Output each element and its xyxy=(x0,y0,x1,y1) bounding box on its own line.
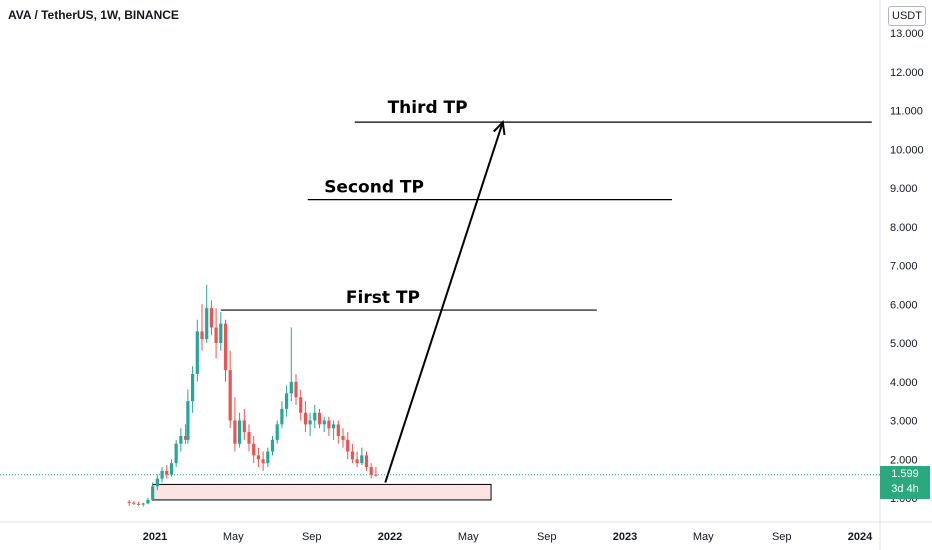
y-tick-label: 10.000 xyxy=(890,144,924,156)
candle-body xyxy=(127,501,131,503)
candle-body xyxy=(247,432,251,444)
projection-arrow-shaft xyxy=(384,121,504,483)
y-tick-label: 8.000 xyxy=(890,222,918,234)
y-tick-label: 3.000 xyxy=(890,416,918,428)
candle-body xyxy=(350,451,354,460)
tp-level-label: Second TP xyxy=(324,178,424,198)
support-zone xyxy=(152,483,492,501)
y-tick-label: 9.000 xyxy=(890,183,918,195)
symbol-title: AVA / TetherUS, 1W, BINANCE xyxy=(8,8,179,22)
candle-body xyxy=(209,308,213,328)
current-price-value: 1.599 xyxy=(891,468,919,480)
candle-body xyxy=(238,420,242,444)
y-tick-label: 11.000 xyxy=(890,106,923,118)
x-tick-label: Sep xyxy=(302,531,322,543)
candle-body xyxy=(252,443,256,456)
candle-body xyxy=(261,459,265,464)
candle-body xyxy=(285,393,289,409)
current-price-tag: 1.599 3d 4h xyxy=(880,466,930,499)
candle-body xyxy=(183,436,188,440)
candle-body xyxy=(270,439,275,452)
candle-body xyxy=(179,436,183,444)
x-tick-label: 2023 xyxy=(613,531,637,543)
candle-body xyxy=(169,463,174,475)
y-tick-label: 6.000 xyxy=(890,299,918,311)
candle-body xyxy=(186,401,190,440)
candle-body xyxy=(275,424,279,440)
candle-body xyxy=(346,439,350,452)
y-tick-label: 13.000 xyxy=(890,28,924,40)
candle-body xyxy=(308,420,312,425)
candle-body xyxy=(280,408,284,425)
candle-body xyxy=(299,397,303,413)
tp-level-label: Third TP xyxy=(388,98,468,118)
x-tick-label: May xyxy=(223,531,244,543)
candle-body xyxy=(327,420,331,429)
y-tick-label: 5.000 xyxy=(890,338,918,350)
candle-body xyxy=(355,459,359,464)
candle-body xyxy=(141,503,145,505)
candle-body xyxy=(322,420,326,425)
x-tick-label: 2024 xyxy=(848,531,873,543)
x-tick-label: 2022 xyxy=(378,531,402,543)
candle-body xyxy=(374,474,378,476)
candle-body xyxy=(233,420,237,444)
candle-body xyxy=(313,412,317,421)
currency-unit-badge[interactable]: USDT xyxy=(888,6,926,26)
candle-body xyxy=(303,412,307,425)
y-tick-label: 4.000 xyxy=(890,377,918,389)
tp-level-label: First TP xyxy=(346,288,420,308)
x-tick-label: May xyxy=(693,531,714,543)
candle-body xyxy=(256,455,260,460)
candle-body xyxy=(200,331,204,340)
candle-body xyxy=(195,331,199,374)
candle-body xyxy=(341,436,345,440)
y-tick-label: 12.000 xyxy=(890,67,924,79)
x-tick-label: Sep xyxy=(772,531,792,543)
candle-body xyxy=(174,443,178,464)
candle-body xyxy=(369,467,373,475)
candle-body xyxy=(364,455,369,467)
x-tick-label: May xyxy=(458,531,479,543)
candle-body xyxy=(136,503,141,505)
candle-body xyxy=(294,381,298,398)
x-tick-label: Sep xyxy=(537,531,557,543)
candle-body xyxy=(151,486,155,500)
candle-body xyxy=(360,455,364,464)
projection-arrow-head xyxy=(493,119,506,136)
candle-body xyxy=(266,451,270,464)
candle-body xyxy=(132,502,136,504)
candle-body xyxy=(191,374,195,402)
y-tick-label: 7.000 xyxy=(890,261,918,273)
candle-body xyxy=(289,381,293,394)
x-tick-label: 2021 xyxy=(143,531,167,543)
candle-body xyxy=(332,424,336,429)
candle-body xyxy=(146,499,150,504)
candle-body xyxy=(242,420,246,433)
candle-body xyxy=(205,308,209,340)
candle-body xyxy=(228,370,232,421)
candle-body xyxy=(214,327,218,343)
candle-body xyxy=(155,478,159,487)
y-tick-label: 2.000 xyxy=(890,454,918,466)
bar-countdown: 3d 4h xyxy=(891,483,919,495)
candle-body xyxy=(336,424,340,436)
candle-body xyxy=(160,470,164,479)
candle-body xyxy=(223,323,228,371)
candle-body xyxy=(165,470,169,475)
candle-body xyxy=(317,412,322,425)
candle-body xyxy=(219,323,223,343)
